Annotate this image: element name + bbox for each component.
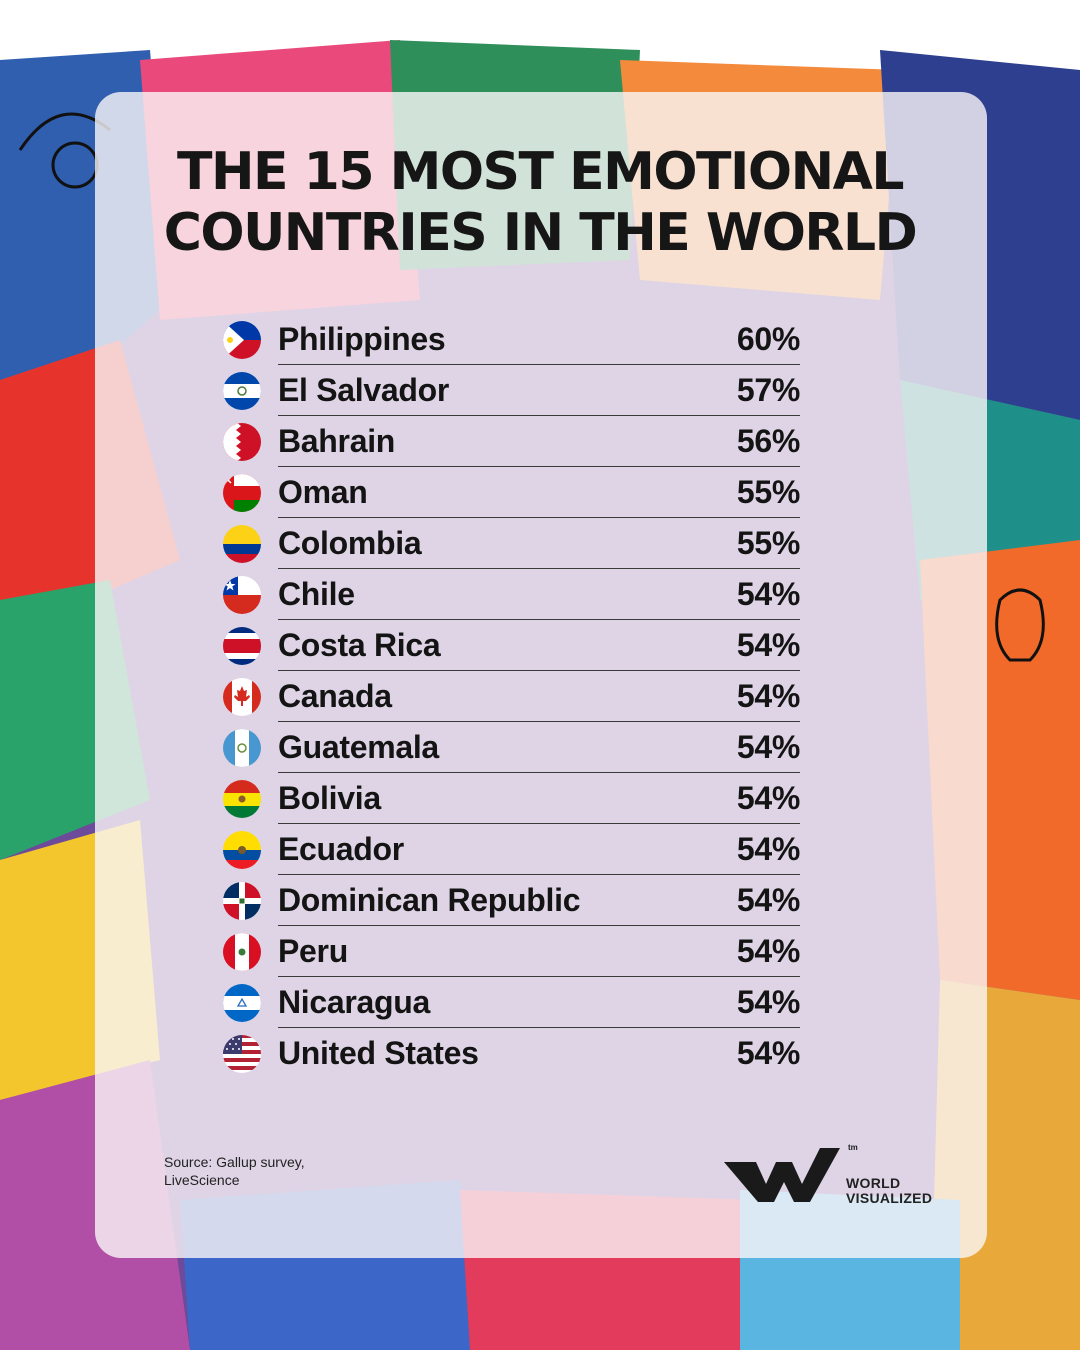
country-name: United States — [278, 1035, 479, 1071]
country-name: Bahrain — [278, 423, 396, 459]
country-name: Ecuador — [278, 831, 404, 867]
percentage-value: 54% — [736, 678, 800, 714]
source-line-1: Source: Gallup survey, — [164, 1154, 305, 1170]
percentage-value: 55% — [736, 525, 800, 561]
table-row: Ecuador 54% — [222, 824, 800, 875]
brand-line-1: WORLD — [846, 1175, 901, 1191]
table-row: Nicaragua 54% — [222, 977, 800, 1028]
percentage-value: 54% — [736, 729, 800, 765]
percentage-value: 54% — [736, 576, 800, 612]
brand-line-2: VISUALIZED — [846, 1190, 933, 1206]
peru-flag-icon — [222, 932, 262, 972]
table-row: Dominican Republic 54% — [222, 875, 800, 926]
table-row: Colombia 55% — [222, 518, 800, 569]
table-row: Chile 54% — [222, 569, 800, 620]
percentage-value: 54% — [736, 882, 800, 918]
country-name: Chile — [278, 576, 355, 612]
philippines-flag-icon — [222, 320, 262, 360]
costa-rica-flag-icon — [222, 626, 262, 666]
bolivia-flag-icon — [222, 779, 262, 819]
dominican-republic-flag-icon — [222, 881, 262, 921]
table-row: Guatemala 54% — [222, 722, 800, 773]
brand-name: WORLD VISUALIZED — [846, 1176, 932, 1206]
title-line-2: COUNTRIES IN THE WORLD — [163, 203, 918, 263]
table-row: Oman 55% — [222, 467, 800, 518]
percentage-value: 55% — [736, 474, 800, 510]
nicaragua-flag-icon — [222, 983, 262, 1023]
country-name: Oman — [278, 474, 368, 510]
table-row: Bahrain 56% — [222, 416, 800, 467]
title-line-1: THE 15 MOST EMOTIONAL — [177, 142, 904, 202]
chart-title: THE 15 MOST EMOTIONAL COUNTRIES IN THE W… — [0, 142, 1080, 264]
percentage-value: 54% — [736, 1035, 800, 1071]
country-name: Costa Rica — [278, 627, 441, 663]
country-name: El Salvador — [278, 372, 449, 408]
source-line-2: LiveScience — [164, 1172, 240, 1188]
source-note: Source: Gallup survey, LiveScience — [164, 1153, 305, 1189]
country-name: Canada — [278, 678, 392, 714]
world-visualized-logo-icon: tm — [724, 1143, 858, 1202]
ecuador-flag-icon — [222, 830, 262, 870]
country-name: Peru — [278, 933, 348, 969]
percentage-value: 56% — [736, 423, 800, 459]
country-name: Colombia — [278, 525, 422, 561]
table-row: Bolivia 54% — [222, 773, 800, 824]
percentage-value: 54% — [736, 831, 800, 867]
percentage-value: 54% — [736, 933, 800, 969]
country-name: Guatemala — [278, 729, 439, 765]
percentage-value: 54% — [736, 627, 800, 663]
table-row: Philippines 60% — [222, 314, 800, 365]
table-row: Peru 54% — [222, 926, 800, 977]
colombia-flag-icon — [222, 524, 262, 564]
united-states-flag-icon — [222, 1034, 262, 1074]
ranking-table: Philippines 60% El Salvador 57% Bahrain 56% Om… — [222, 314, 800, 1079]
table-row: Canada 54% — [222, 671, 800, 722]
percentage-value: 57% — [736, 372, 800, 408]
canada-flag-icon — [222, 677, 262, 717]
trademark-label: tm — [848, 1143, 858, 1152]
percentage-value: 60% — [736, 321, 800, 357]
oman-flag-icon — [222, 473, 262, 513]
table-row: El Salvador 57% — [222, 365, 800, 416]
guatemala-flag-icon — [222, 728, 262, 768]
percentage-value: 54% — [736, 780, 800, 816]
country-name: Philippines — [278, 321, 446, 357]
el-salvador-flag-icon — [222, 371, 262, 411]
country-name: Nicaragua — [278, 984, 431, 1020]
table-row: United States 54% — [222, 1028, 800, 1079]
chile-flag-icon — [222, 575, 262, 615]
country-name: Bolivia — [278, 780, 381, 816]
bahrain-flag-icon — [222, 422, 262, 462]
table-row: Costa Rica 54% — [222, 620, 800, 671]
percentage-value: 54% — [736, 984, 800, 1020]
country-name: Dominican Republic — [278, 882, 581, 918]
